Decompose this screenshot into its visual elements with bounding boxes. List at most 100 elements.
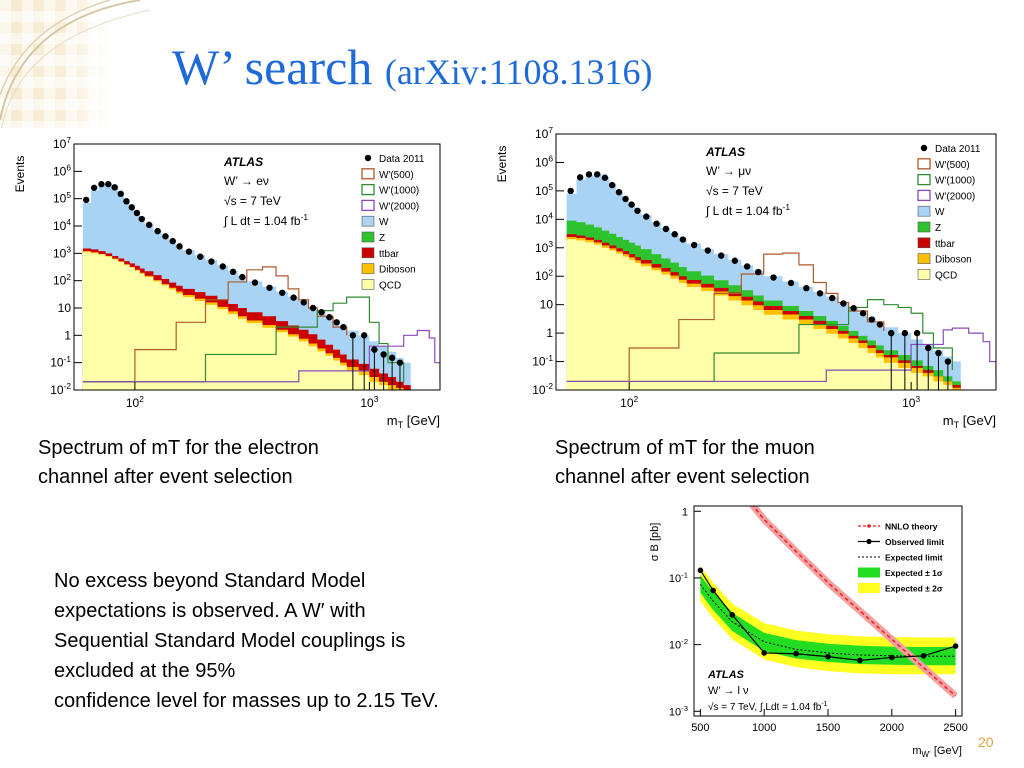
observed-point (920, 652, 927, 659)
data-point (208, 258, 215, 265)
data-point (850, 305, 857, 312)
atlas-label: ATLAS (707, 669, 745, 681)
signal-wp2000 (82, 329, 440, 383)
x-axis-label: mT [GeV] (943, 413, 996, 430)
y-tick-label: 10-1 (50, 354, 71, 370)
title-main: W’ search (172, 39, 385, 95)
atlas-label: ATLAS (705, 145, 745, 159)
conclusion-text: No excess beyond Standard Model expectat… (54, 570, 439, 712)
energy-label: √s = 7 TeV (706, 184, 763, 198)
legend-label: W (379, 217, 389, 228)
data-point (743, 263, 751, 270)
y-axis-label: σ B [pb] (649, 523, 661, 562)
data-point (279, 289, 286, 296)
expected-1sigma-band (700, 575, 956, 666)
data-point (634, 207, 641, 214)
data-point (840, 300, 847, 307)
legend-label: W'(2000) (379, 201, 419, 212)
signal-wp1000 (566, 299, 953, 383)
data-point (615, 188, 623, 196)
legend-label: NNLO theory (885, 522, 938, 532)
data-point (935, 349, 942, 357)
data-point (266, 284, 273, 291)
data-point (593, 171, 601, 178)
y-tick-label: 102 (535, 267, 553, 283)
y-tick-label: 102 (53, 272, 71, 288)
y-axis-label: Events (495, 146, 509, 183)
data-point (567, 187, 574, 195)
plot-area (82, 180, 440, 390)
data-point (731, 257, 739, 264)
data-point (787, 279, 795, 287)
data-point (901, 329, 909, 337)
energy-label: √s = 7 TeV (224, 194, 281, 208)
y-tick-label: 10-1 (532, 353, 553, 369)
legend-swatch (917, 253, 931, 264)
x-tick-label: 2500 (943, 722, 967, 734)
y-tick-label: 104 (535, 211, 553, 227)
data-point (300, 299, 307, 306)
data-point (868, 316, 875, 323)
legend-label: W'(1000) (935, 176, 975, 187)
legend-swatch (361, 183, 375, 196)
legend-label: QCD (935, 270, 957, 281)
legend-label: W (935, 207, 945, 218)
x-tick-label: 1000 (752, 722, 776, 734)
y-tick-label: 106 (535, 154, 553, 170)
legend-swatch (917, 205, 931, 217)
x-tick-label: 102 (126, 394, 144, 410)
legend-label: Diboson (935, 255, 972, 266)
data-point (671, 231, 678, 238)
y-tick-label: 107 (535, 125, 553, 141)
data-point (816, 290, 824, 297)
y-tick-label: 105 (53, 190, 71, 206)
legend-swatch (917, 221, 931, 233)
lumi-label: ∫ L dt = 1.04 fb-1 (705, 202, 790, 218)
data-point (176, 243, 183, 250)
data-point (360, 332, 368, 339)
y-tick-label: 103 (53, 245, 71, 261)
data-point (388, 354, 396, 362)
data-point (628, 201, 635, 208)
data-point (185, 248, 193, 255)
legend-label: QCD (379, 280, 401, 291)
corner-swirl-decoration (0, 0, 151, 141)
data-point (585, 171, 593, 178)
legend-swatch (917, 173, 931, 186)
atlas-label: ATLAS (223, 155, 263, 169)
legend-swatch (361, 199, 375, 212)
data-point (380, 351, 387, 358)
data-point (98, 180, 105, 188)
data-point (318, 309, 325, 316)
legend-label: Data 2011 (935, 144, 981, 155)
process-label: W’ → eν (224, 174, 269, 188)
legend-label: W'(500) (379, 170, 414, 181)
legend-swatch (361, 263, 375, 274)
observed-point (793, 650, 799, 657)
y-tick-label: 10-2 (669, 637, 688, 651)
data-point (133, 209, 141, 217)
data-point (128, 204, 135, 211)
title-arxiv: (arXiv:1108.1316) (384, 52, 653, 92)
legend-label: W'(500) (935, 160, 970, 171)
legend-label: W'(2000) (935, 191, 975, 202)
legend-marker-data (920, 144, 928, 152)
y-tick-label: 107 (53, 135, 71, 151)
y-tick-label: 1 (546, 326, 553, 340)
data-point (371, 346, 378, 353)
lumi-label: ∫ L dt = 1.04 fb-1 (223, 212, 308, 228)
legend-label: Z (935, 223, 941, 234)
x-tick-label: 1500 (816, 722, 840, 734)
legend-label: Observed limit (885, 537, 944, 547)
legend-swatch (361, 247, 375, 259)
legend-label: W'(1000) (379, 186, 419, 197)
data-point (90, 184, 98, 191)
y-tick-label: 10-3 (669, 704, 688, 718)
legend-label: Expected ± 1σ (885, 568, 943, 578)
process-label: W’ → l ν (708, 685, 749, 697)
plot-area (697, 506, 959, 699)
legend-swatch (917, 158, 931, 170)
legend-theory-marker (867, 524, 871, 528)
